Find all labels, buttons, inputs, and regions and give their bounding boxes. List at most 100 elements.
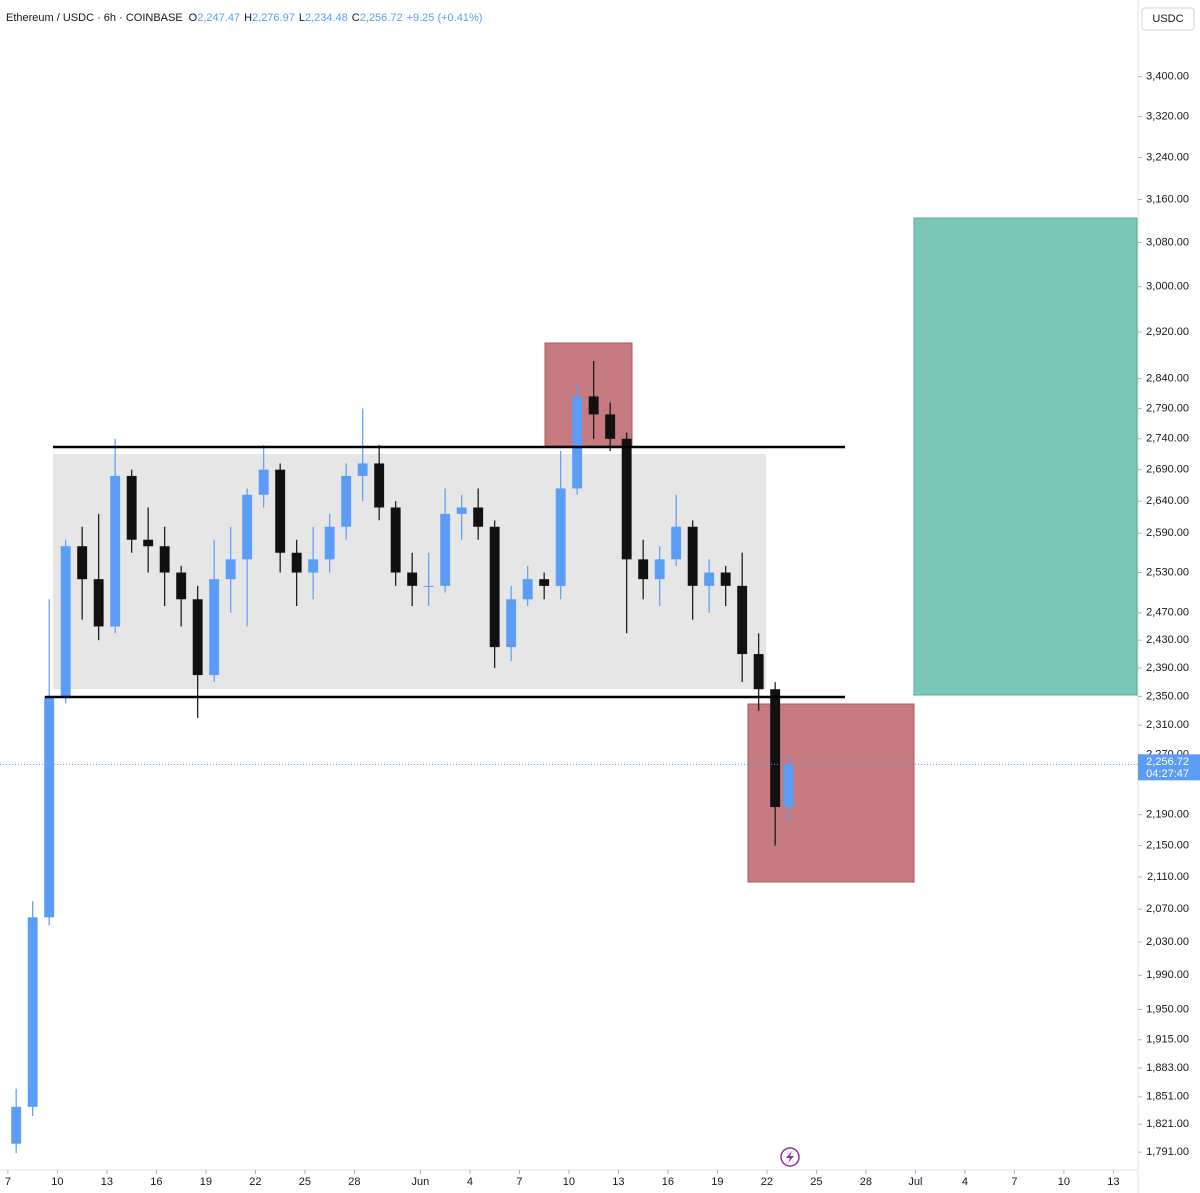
symbol-legend: Ethereum / USDC · 6h · COINBASE O2,247.47…: [6, 12, 482, 24]
ohlc-value: 2,276.97: [252, 12, 295, 24]
candle-body: [605, 414, 616, 439]
candle-body: [407, 572, 418, 586]
candle-body: [390, 507, 401, 573]
x-tick-label: 22: [761, 1176, 773, 1188]
candle-body: [522, 579, 533, 600]
candle-body: [737, 585, 748, 655]
x-tick-label: 7: [5, 1176, 11, 1188]
candle-body: [783, 764, 794, 808]
candle-body: [654, 559, 665, 580]
ohlc-value: 2,256.72: [360, 12, 403, 24]
y-tick-label: 2,310.00: [1146, 719, 1189, 731]
ohlc-value: 2,234.48: [305, 12, 348, 24]
y-tick-label: 2,470.00: [1146, 607, 1189, 619]
x-tick-label: 28: [348, 1176, 360, 1188]
candle-body: [572, 396, 583, 489]
y-tick-label: 1,791.00: [1146, 1146, 1189, 1158]
y-tick-label: 2,920.00: [1146, 326, 1189, 338]
candle-body: [44, 696, 55, 918]
candle-body: [324, 526, 335, 560]
target-box: [913, 217, 1138, 696]
y-tick-label: 2,350.00: [1146, 690, 1189, 702]
ohlc-label: O: [189, 12, 198, 24]
x-tick-label: 13: [101, 1176, 113, 1188]
candle-body: [374, 463, 385, 508]
x-tick-label: 4: [467, 1176, 473, 1188]
x-tick-label: 13: [1107, 1176, 1119, 1188]
x-tick-label: 19: [711, 1176, 723, 1188]
y-tick-label: 3,320.00: [1146, 111, 1189, 123]
y-tick-label: 2,590.00: [1146, 527, 1189, 539]
candle-body: [242, 494, 253, 560]
candle-body: [176, 572, 187, 600]
x-tick-label: 10: [51, 1176, 63, 1188]
y-tick-label: 2,740.00: [1146, 433, 1189, 445]
candle-body: [423, 585, 434, 587]
y-tick-label: 1,851.00: [1146, 1091, 1189, 1103]
candle-body: [159, 546, 170, 573]
ohlc-label: H: [244, 12, 252, 24]
y-tick-label: 3,080.00: [1146, 236, 1189, 248]
candle-body: [687, 526, 698, 586]
candle-body: [93, 579, 104, 627]
x-tick-label: 7: [516, 1176, 522, 1188]
y-tick-label: 1,990.00: [1146, 969, 1189, 981]
x-tick-label: 10: [1058, 1176, 1070, 1188]
sweep-box: [544, 342, 633, 447]
x-tick-label: 13: [612, 1176, 624, 1188]
candle-body: [110, 475, 121, 627]
last-price-label: 2,256.72: [1146, 756, 1189, 768]
candle-body: [291, 552, 302, 573]
candle-body: [126, 475, 137, 540]
y-tick-label: 3,240.00: [1146, 151, 1189, 163]
x-tick-label: 25: [299, 1176, 311, 1188]
y-tick-label: 1,915.00: [1146, 1034, 1189, 1046]
y-tick-label: 3,000.00: [1146, 281, 1189, 293]
x-tick-label: 28: [860, 1176, 872, 1188]
candle-body: [357, 463, 368, 476]
y-tick-label: 2,070.00: [1146, 903, 1189, 915]
ohlc-label: C: [352, 12, 360, 24]
x-tick-label: 16: [662, 1176, 674, 1188]
x-tick-label: Jun: [412, 1176, 430, 1188]
candle-body: [671, 526, 682, 560]
y-tick-label: 1,950.00: [1146, 1003, 1189, 1015]
candles: [11, 360, 794, 1154]
candle-body: [539, 579, 550, 586]
candle-body: [588, 396, 599, 415]
y-tick-label: 3,400.00: [1146, 71, 1189, 83]
x-tick-label: 25: [810, 1176, 822, 1188]
candle-body: [11, 1106, 22, 1144]
y-tick-label: 1,821.00: [1146, 1118, 1189, 1130]
candle-body: [258, 469, 269, 495]
y-tick-label: 2,190.00: [1146, 809, 1189, 821]
currency-box[interactable]: [1141, 7, 1195, 31]
y-tick-label: 2,790.00: [1146, 402, 1189, 414]
candle-body: [60, 546, 71, 697]
x-tick-label: 22: [249, 1176, 261, 1188]
currency: USDC: [1152, 13, 1183, 25]
event-icon-bolt: [786, 1151, 794, 1163]
y-tick-label: 2,840.00: [1146, 373, 1189, 385]
y-tick-label: 2,690.00: [1146, 464, 1189, 476]
candle-body: [308, 559, 319, 573]
symbol: Ethereum / USDC · 6h · COINBASE: [6, 12, 183, 24]
x-tick-label: 7: [1011, 1176, 1017, 1188]
candle-body: [555, 488, 566, 586]
candle-body: [489, 526, 500, 648]
change: +9.25 (+0.41%): [407, 12, 483, 24]
candle-body: [192, 599, 203, 676]
last-price-tag: [1138, 754, 1200, 781]
x-tick-label: 19: [200, 1176, 212, 1188]
y-tick-label: 2,150.00: [1146, 840, 1189, 852]
y-tick-label: 2,390.00: [1146, 662, 1189, 674]
candle-body: [77, 546, 88, 580]
x-tick-label: 10: [563, 1176, 575, 1188]
candle-body: [143, 539, 154, 547]
candle-body: [638, 559, 649, 580]
ohlc-label: L: [299, 12, 305, 24]
candle-body: [621, 438, 632, 560]
y-tick-label: 2,430.00: [1146, 634, 1189, 646]
candle-body: [506, 599, 517, 648]
